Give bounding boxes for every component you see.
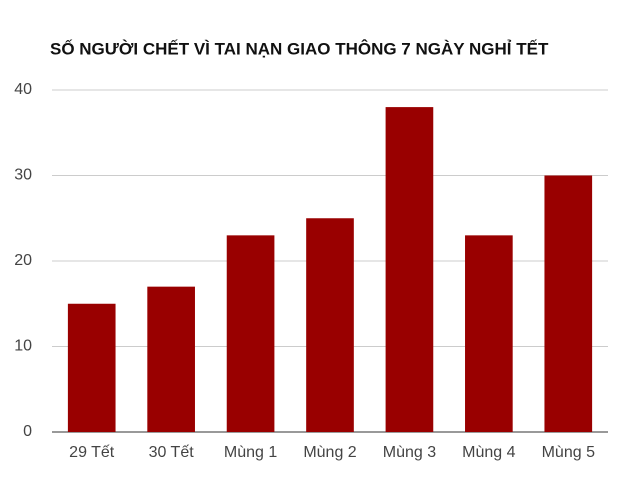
- bar: [544, 175, 593, 432]
- x-tick-label: 29 Tết: [69, 444, 115, 461]
- y-tick-label: 40: [14, 81, 32, 98]
- bar: [385, 107, 434, 432]
- y-tick-label: 10: [14, 338, 32, 355]
- bar: [465, 235, 513, 432]
- bar: [67, 303, 116, 432]
- x-tick-label: Mùng 5: [542, 444, 595, 461]
- x-tick-label: Mùng 3: [383, 444, 436, 461]
- bar: [147, 286, 195, 432]
- y-tick-label: 30: [14, 167, 32, 184]
- x-tick-label: Mùng 2: [303, 444, 356, 461]
- y-tick-label: 0: [23, 423, 32, 440]
- y-tick-label: 20: [14, 252, 32, 269]
- chart-title: SỐ NGƯỜI CHẾT VÌ TAI NẠN GIAO THÔNG 7 NG…: [50, 38, 549, 58]
- bar: [306, 218, 354, 432]
- x-tick-label: 30 Tết: [149, 444, 195, 461]
- bar: [226, 235, 275, 432]
- x-tick-label: Mùng 1: [224, 444, 277, 461]
- x-tick-label: Mùng 4: [462, 444, 515, 461]
